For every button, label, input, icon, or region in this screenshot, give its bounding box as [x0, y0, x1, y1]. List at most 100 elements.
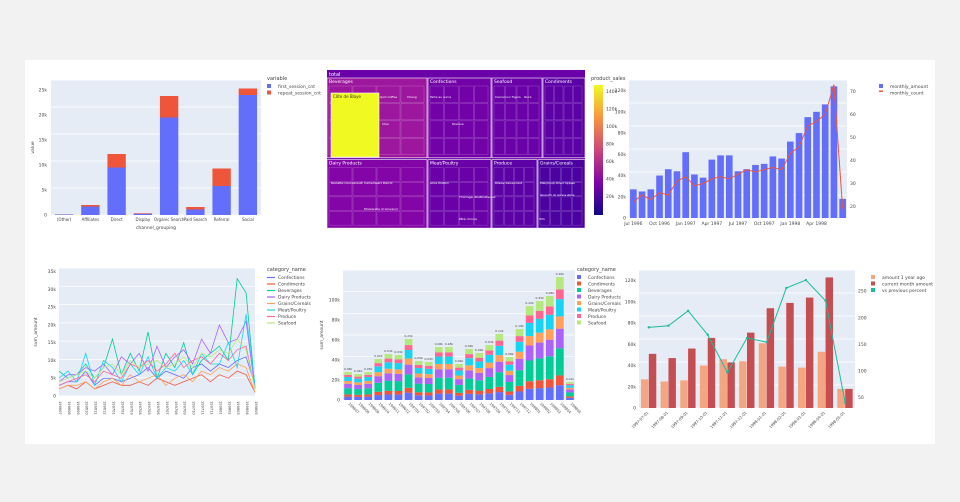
bar-total-label: 0.04k — [354, 369, 363, 373]
treemap-category-label: Dairy Products — [329, 161, 363, 167]
bar-segment — [525, 360, 534, 382]
bar-total-label: 0.04k — [465, 344, 474, 348]
bar-segment — [384, 373, 393, 381]
bar-current-month — [766, 308, 775, 408]
line-marker — [804, 278, 808, 282]
y-tick-label: 20k — [618, 194, 627, 200]
bar-segment — [525, 345, 534, 361]
bar-total-label: 0.25k — [535, 296, 544, 300]
treemap-tile — [505, 103, 517, 121]
treemap-tile — [544, 85, 554, 103]
bar-segment — [344, 380, 352, 384]
colorbar-tick-label: 20k — [606, 194, 615, 200]
x-tick-label: 199801 — [218, 401, 222, 415]
treemap-product-label: Ikura — [524, 95, 532, 99]
bar-monthly-amount — [795, 133, 803, 218]
bar-segment — [374, 382, 383, 392]
x-tick-label: 199803 — [236, 401, 240, 415]
bar-segment — [414, 395, 423, 400]
bar-segment — [475, 372, 484, 381]
treemap-tile — [474, 182, 489, 197]
bar-segment — [475, 353, 484, 358]
treemap-tile — [474, 196, 489, 211]
treemap-tile — [554, 120, 564, 138]
dashboard-card: 0 5k 10k 15k 20k 25k (Other) Affiliates Direct Di… — [25, 60, 935, 444]
x-tick-label: Paid Search — [184, 217, 208, 222]
bar-segment — [535, 318, 544, 333]
line-series-4 — [58, 363, 256, 393]
treemap-tile — [328, 167, 353, 182]
legend-swatch — [577, 320, 581, 325]
y-tick-label: 40k — [618, 173, 627, 179]
treemap-tile — [563, 138, 573, 155]
treemap-tile — [505, 120, 517, 138]
y-tick-label: 5k — [42, 188, 48, 194]
bar-segment — [566, 387, 574, 390]
x-tick-label: 199705 — [147, 401, 151, 415]
bar-segment — [434, 347, 443, 353]
bar-total-label: 0.02k — [374, 354, 383, 358]
bar-segment — [465, 389, 473, 394]
bar-segment — [394, 373, 403, 382]
bar-segment — [404, 339, 413, 346]
treemap-tile — [429, 211, 444, 226]
bar-segment — [374, 363, 383, 367]
bar-monthly-amount — [630, 189, 637, 218]
bar-monthly-amount — [752, 164, 759, 218]
y2-tick-label: 100 — [858, 368, 867, 374]
treemap-tile — [493, 85, 505, 103]
legend-item: Meat/Poultry — [278, 308, 307, 314]
bar-segment — [556, 316, 564, 329]
y-tick-label: 80k — [628, 321, 637, 327]
y-tick-label: 35k — [48, 269, 57, 275]
treemap-tile — [505, 85, 517, 103]
bar-segment — [535, 388, 544, 400]
x-tick-label: Jul 1997 — [728, 221, 747, 227]
legend-title: variable — [267, 76, 287, 82]
treemap-tile — [352, 211, 377, 226]
bar-repeat-session — [186, 207, 205, 210]
bar-segment — [384, 380, 393, 391]
treemap-tile — [444, 167, 459, 182]
bar-segment — [465, 393, 473, 400]
bar-segment — [364, 396, 373, 400]
y2-tick-label: 50 — [858, 395, 864, 401]
bar-current-month — [786, 302, 794, 408]
bar-segment — [394, 363, 403, 370]
treemap-tile — [561, 182, 572, 197]
x-tick-label: 1998-04-01 — [807, 410, 827, 430]
legend-swatch — [879, 84, 883, 88]
y-tick-label: 0 — [337, 398, 340, 404]
bar-current-month — [805, 297, 814, 408]
bar-segment — [535, 342, 544, 359]
bar-segment — [566, 396, 574, 398]
bar-segment — [455, 375, 463, 380]
bar-segment — [424, 368, 433, 375]
bar-segment — [455, 395, 463, 400]
line-marker — [843, 401, 847, 404]
treemap-tile — [493, 196, 504, 211]
bar-segment — [445, 389, 453, 394]
x-tick-label: Apr 1997 — [702, 221, 723, 227]
y-tick-label: 80k — [332, 318, 341, 324]
treemap-tile — [429, 196, 444, 211]
bar-segment — [404, 364, 413, 375]
bar-segment — [374, 359, 383, 364]
treemap-tile — [516, 138, 528, 155]
x-tick-label: Referral — [214, 217, 230, 222]
y2-tick-label: 20 — [850, 204, 856, 210]
bar-segment — [566, 392, 574, 397]
y-tick-label: 25k — [39, 88, 48, 94]
bar-monthly-amount — [717, 155, 724, 218]
bar-segment — [384, 358, 393, 363]
bar-segment — [354, 382, 362, 385]
bar-segment — [364, 388, 373, 395]
bar-segment — [414, 368, 423, 374]
treemap-tile — [328, 196, 353, 211]
line-marker — [785, 286, 788, 290]
bar-segment — [515, 351, 524, 359]
y-tick-label: 80k — [618, 131, 627, 137]
bar-segment — [445, 363, 453, 370]
bar-segment — [424, 377, 433, 385]
treemap-tile — [493, 138, 505, 155]
